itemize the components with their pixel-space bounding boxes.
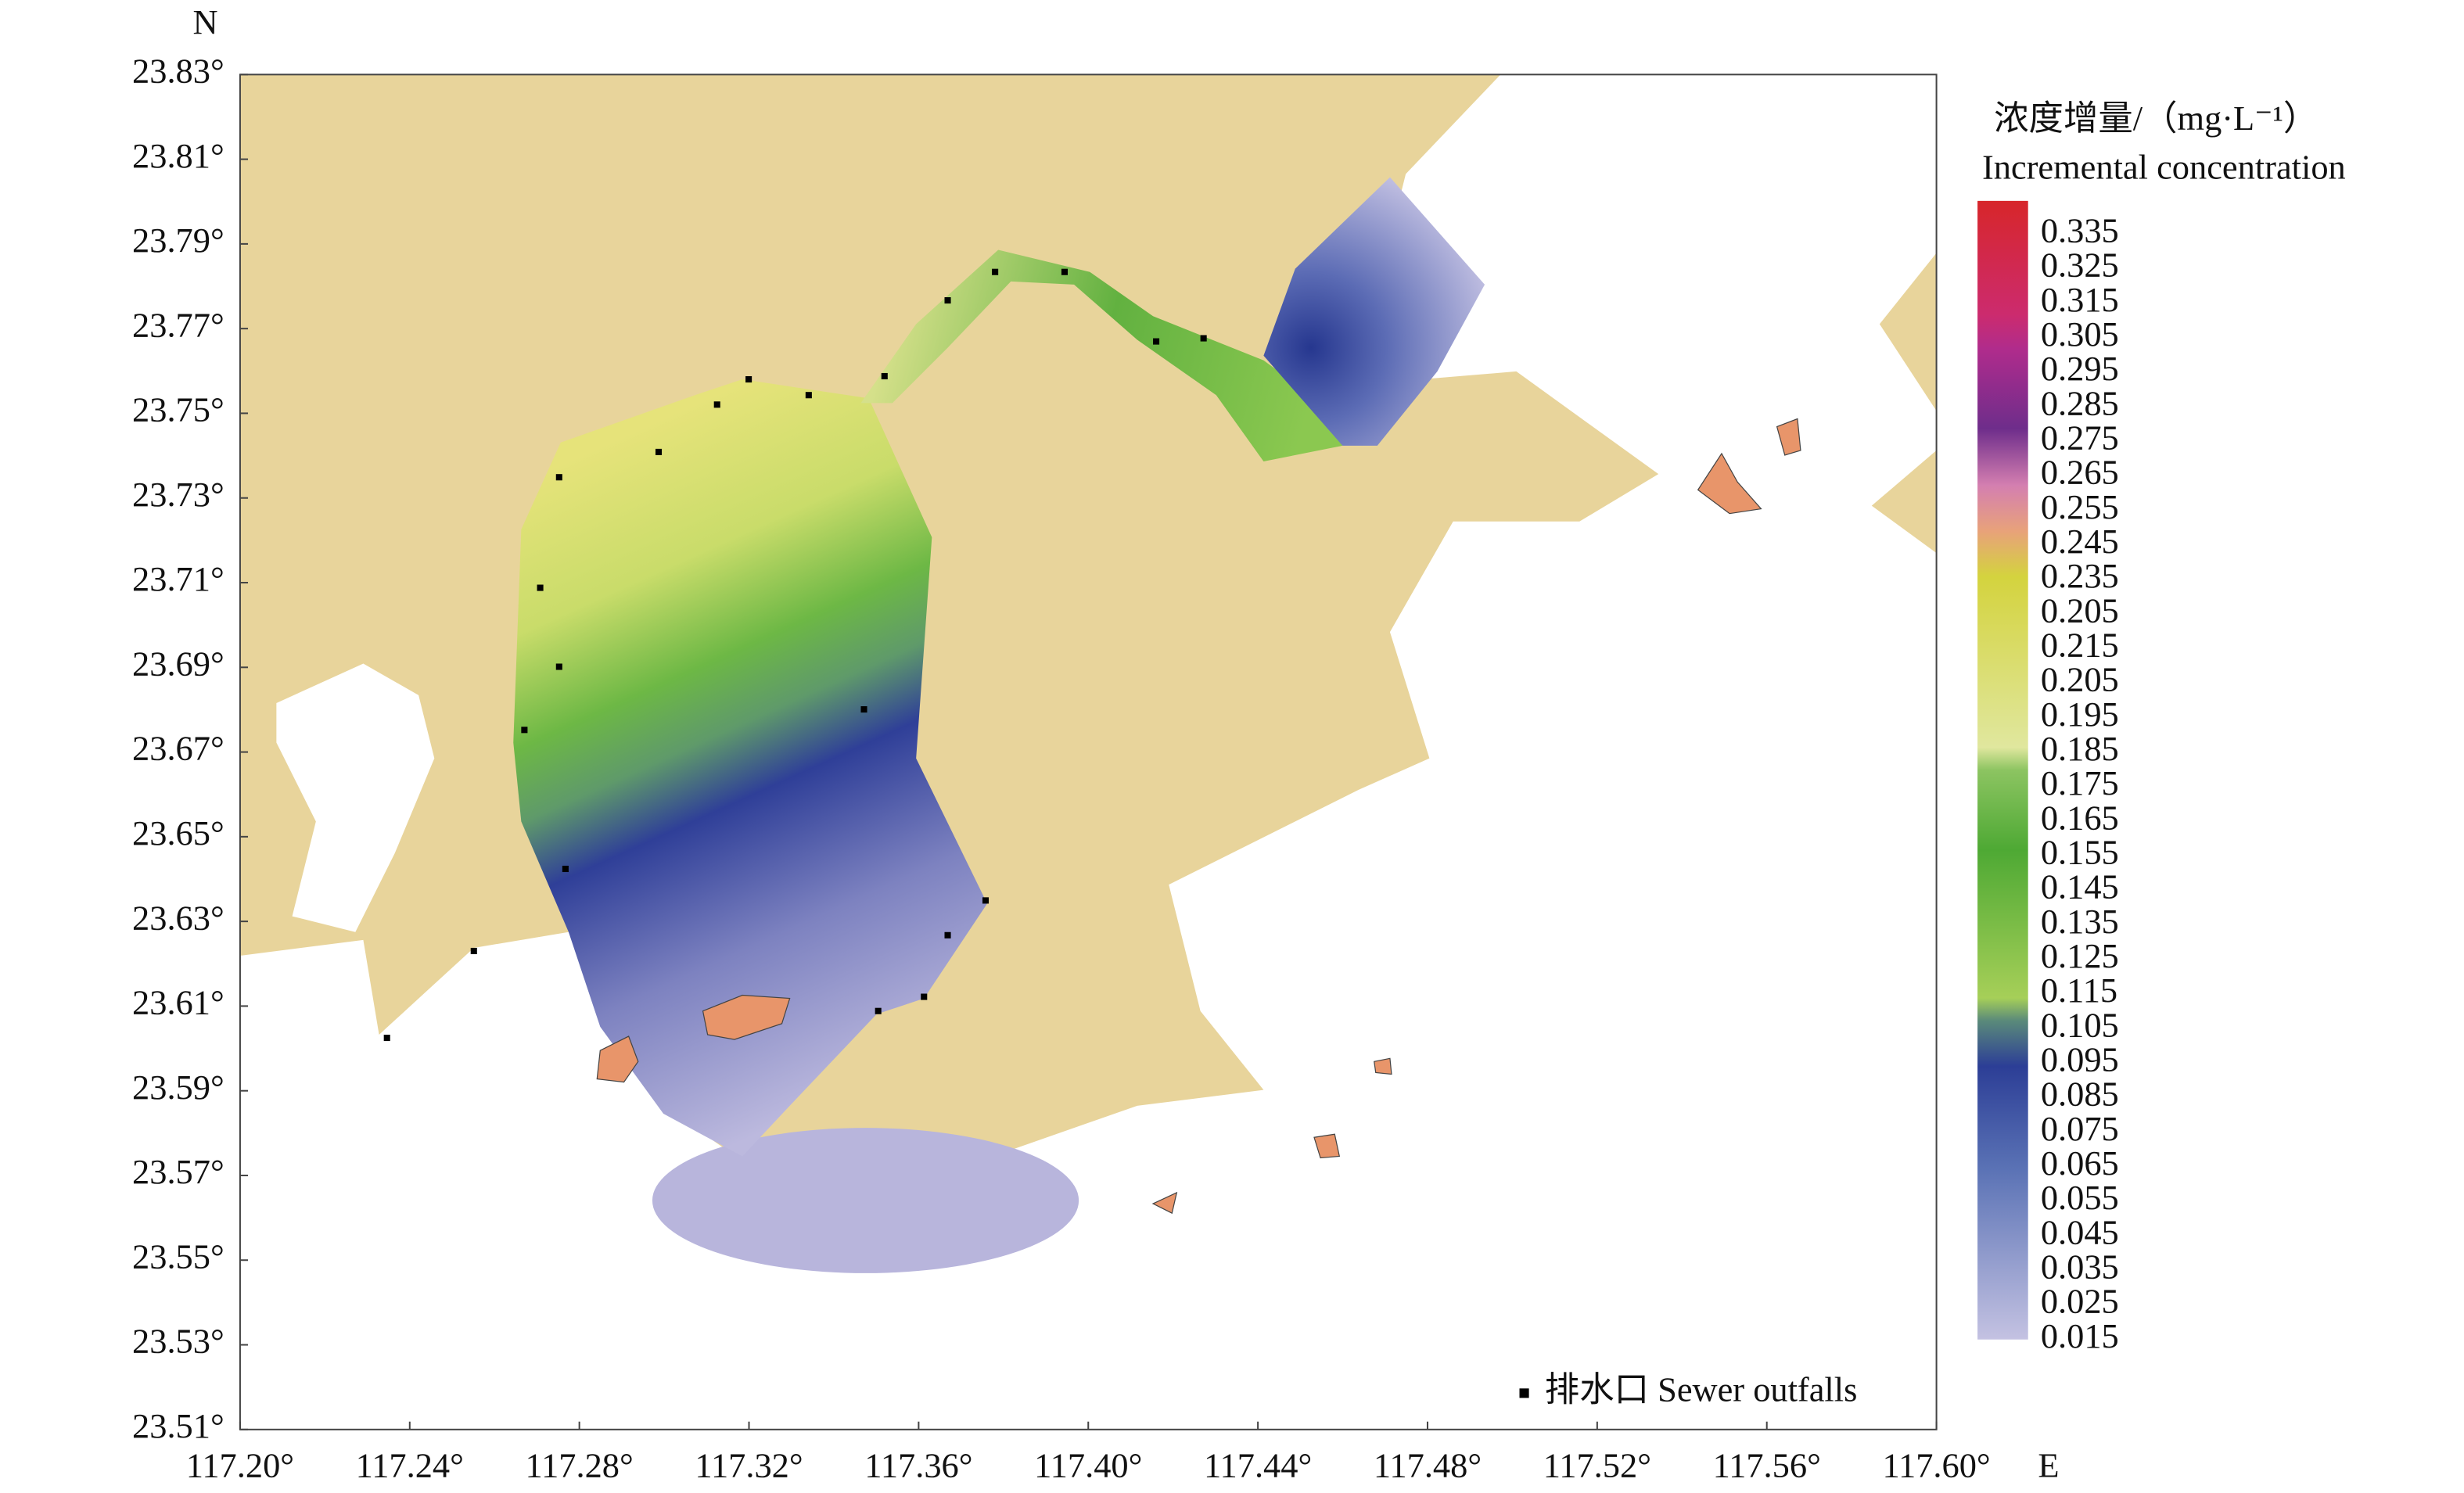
colorbar-subtitle: Incremental concentration [1982,148,2346,187]
colorbar-label: 0.015 [2041,1316,2119,1355]
colorbar-label: 0.055 [2041,1178,2119,1217]
colorbar-label: 0.255 [2041,487,2119,526]
lat-tick-label: 23.69° [132,644,224,683]
colorbar-label: 0.175 [2041,763,2119,802]
lat-tick-label: 23.55° [132,1236,224,1276]
east-label: E [2038,1445,2059,1484]
outfalls [383,268,1207,1042]
colorbar-label: 0.135 [2041,902,2119,941]
plume-south [652,1128,1079,1273]
colorbar-label: 0.065 [2041,1143,2119,1183]
colorbar-label: 0.285 [2041,383,2119,422]
lat-tick-label: 23.65° [132,813,224,852]
colorbar-label: 0.125 [2041,936,2119,975]
outfall-legend-marker [1519,1388,1529,1398]
colorbar-label: 0.145 [2041,867,2119,906]
lon-tick-label: 117.28° [526,1445,634,1484]
colorbar-label: 0.035 [2041,1247,2119,1287]
lat-tick-label: 23.81° [132,136,224,175]
lat-tick-label: 23.53° [132,1322,224,1361]
plot-area: 排水口 Sewer outfalls [239,74,1938,1430]
colorbar-label: 0.105 [2041,1005,2119,1044]
colorbar-label: 0.185 [2041,729,2119,768]
colorbar-label: 0.045 [2041,1212,2119,1251]
lat-tick-label: 23.75° [132,390,224,429]
colorbar-label: 0.295 [2041,349,2119,388]
outfall-legend: 排水口 Sewer outfalls [1545,1370,1858,1409]
lon-tick-label: 117.32° [695,1445,803,1484]
colorbar-label: 0.215 [2041,625,2119,664]
colorbar-label: 0.165 [2041,798,2119,837]
plume-channel [860,249,1343,462]
colorbar-label: 0.305 [2041,314,2119,354]
colorbar-label: 0.245 [2041,522,2119,561]
lat-tick-label: 23.71° [132,559,224,598]
lat-tick-label: 23.59° [132,1068,224,1107]
lat-tick-label: 23.61° [132,983,224,1022]
lat-tick-label: 23.83° [132,52,224,91]
colorbar-label: 0.195 [2041,694,2119,734]
lon-tick-label: 117.60° [1882,1445,1990,1484]
colorbar-label: 0.325 [2041,246,2119,285]
sea [239,74,1937,1430]
lon-tick-label: 117.56° [1713,1445,1821,1484]
lat-tick-label: 23.57° [132,1152,224,1191]
lat-tick-label: 23.51° [132,1406,224,1445]
lat-tick-label: 23.77° [132,305,224,344]
colorbar-label: 0.205 [2041,660,2119,699]
lon-tick-label: 117.40° [1034,1445,1142,1484]
lon-tick-label: 117.44° [1204,1445,1312,1484]
colorbar-label: 0.235 [2041,556,2119,595]
north-label: N [192,2,217,41]
colorbar-label: 0.155 [2041,833,2119,872]
colorbar-label: 0.115 [2041,971,2117,1010]
colorbar [1977,200,2028,1340]
colorbar-label: 0.205 [2041,590,2119,630]
plume-bay [513,379,988,1157]
lat-tick-label: 23.63° [132,898,224,937]
islands [596,418,1801,1215]
lon-tick-label: 117.24° [356,1445,464,1484]
colorbar-label: 0.315 [2041,280,2119,319]
colorbar-label: 0.025 [2041,1282,2119,1321]
harbor [276,663,435,932]
plume-northeast [1263,177,1485,446]
colorbar-label: 0.085 [2041,1075,2119,1114]
lon-tick-label: 117.20° [186,1445,294,1484]
lon-tick-label: 117.52° [1543,1445,1651,1484]
colorbar-label: 0.095 [2041,1040,2119,1079]
lat-tick-label: 23.73° [132,475,224,514]
lon-tick-label: 117.36° [864,1445,972,1484]
colorbar-title: 浓度增量/（mg·L⁻¹） [1994,99,2318,138]
colorbar-label: 0.335 [2041,210,2119,249]
colorbar-label: 0.275 [2041,418,2119,457]
lat-tick-label: 23.67° [132,729,224,768]
lon-tick-label: 117.48° [1374,1445,1482,1484]
lat-tick-label: 23.79° [132,221,224,260]
colorbar-label: 0.265 [2041,453,2119,492]
colorbar-label: 0.075 [2041,1109,2119,1148]
